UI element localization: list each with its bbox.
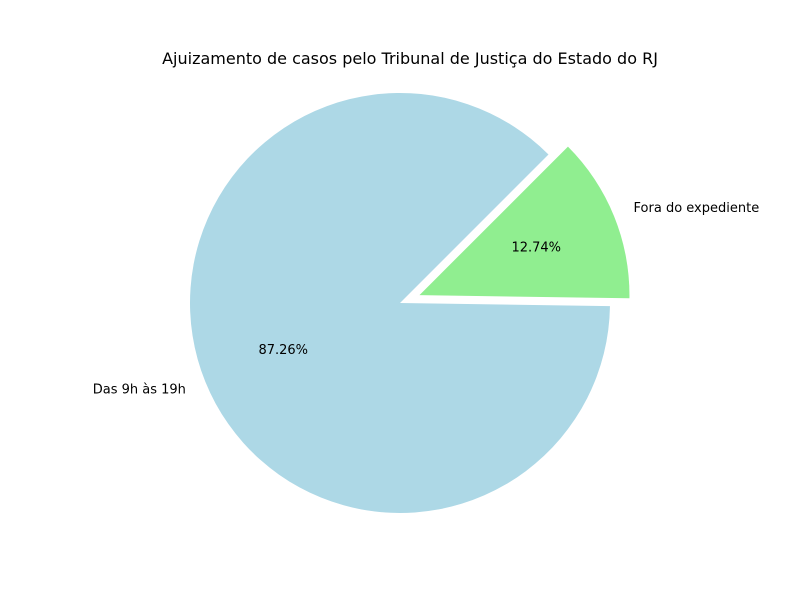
pie-slice-1 bbox=[419, 146, 630, 299]
pie-slice-label-1: Fora do expediente bbox=[634, 201, 760, 216]
chart-title: Ajuizamento de casos pelo Tribunal de Ju… bbox=[162, 49, 658, 68]
pie-slice-percent-1: 12.74% bbox=[511, 240, 561, 255]
pie-slice-percent-0: 87.26% bbox=[258, 343, 308, 358]
pie-slices bbox=[190, 92, 630, 513]
pie-slice-0 bbox=[190, 92, 610, 513]
pie-labels: Das 9h às 19h 87.26% Fora do expediente 12.… bbox=[93, 201, 759, 397]
pie-slice-label-0: Das 9h às 19h bbox=[93, 382, 186, 397]
